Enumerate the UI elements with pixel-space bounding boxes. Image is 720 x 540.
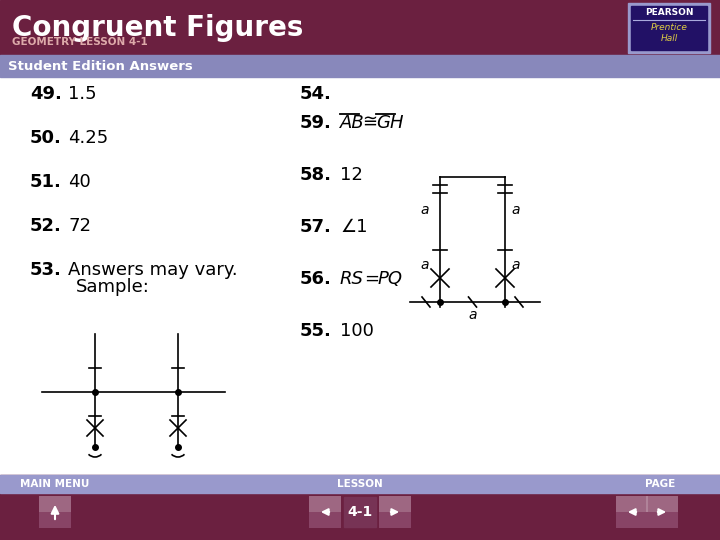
Text: GEOMETRY LESSON 4-1: GEOMETRY LESSON 4-1 — [12, 37, 148, 47]
Text: LESSON: LESSON — [337, 479, 383, 489]
Text: 100: 100 — [340, 322, 374, 340]
Text: 1.5: 1.5 — [68, 85, 96, 103]
Text: ∠1: ∠1 — [340, 218, 367, 236]
Bar — [646, 496, 678, 528]
Text: PEARSON: PEARSON — [644, 8, 693, 17]
Text: 55.: 55. — [300, 322, 332, 340]
Text: 56.: 56. — [300, 270, 332, 288]
Text: 58.: 58. — [300, 166, 332, 184]
Bar — [39, 496, 71, 512]
Bar — [0, 0, 720, 55]
Bar — [379, 496, 411, 528]
Bar — [628, 3, 710, 53]
Text: Prentice: Prentice — [651, 23, 688, 32]
Text: a: a — [420, 258, 428, 272]
Bar — [631, 6, 707, 50]
Text: 52.: 52. — [30, 217, 62, 235]
Text: =: = — [364, 270, 379, 288]
Text: Congruent Figures: Congruent Figures — [12, 14, 303, 42]
Text: 59.: 59. — [300, 114, 332, 132]
Bar — [309, 496, 341, 528]
Text: RS: RS — [340, 270, 364, 288]
Bar — [616, 496, 648, 528]
Text: a: a — [511, 203, 520, 217]
Bar — [39, 496, 71, 528]
Text: PAGE: PAGE — [645, 479, 675, 489]
Bar — [0, 475, 720, 493]
Bar — [0, 55, 720, 77]
Text: 57.: 57. — [300, 218, 332, 236]
Text: AB: AB — [340, 114, 365, 132]
Text: 54.: 54. — [300, 85, 332, 103]
Text: Student Edition Answers: Student Edition Answers — [8, 59, 193, 72]
Text: a: a — [420, 203, 428, 217]
Text: 49.: 49. — [30, 85, 62, 103]
Text: MAIN MENU: MAIN MENU — [20, 479, 90, 489]
Text: ≅: ≅ — [362, 114, 377, 132]
Text: 50.: 50. — [30, 129, 62, 147]
Bar — [309, 496, 341, 512]
Text: Hall: Hall — [660, 34, 678, 43]
Text: a: a — [511, 258, 520, 272]
Text: 53.: 53. — [30, 261, 62, 279]
Text: Answers may vary.: Answers may vary. — [68, 261, 238, 279]
Bar — [616, 496, 648, 512]
Bar — [0, 475, 720, 540]
Text: 51.: 51. — [30, 173, 62, 191]
Text: 4.25: 4.25 — [68, 129, 108, 147]
Text: 40: 40 — [68, 173, 91, 191]
Bar — [344, 497, 376, 527]
Bar — [646, 496, 678, 512]
Text: 72: 72 — [68, 217, 91, 235]
Text: 4-1: 4-1 — [347, 505, 373, 519]
Text: a: a — [469, 308, 477, 322]
Text: 12: 12 — [340, 166, 363, 184]
Text: Sample:: Sample: — [76, 278, 150, 296]
Text: PQ: PQ — [378, 270, 403, 288]
Bar — [379, 496, 411, 512]
Text: GH: GH — [376, 114, 403, 132]
